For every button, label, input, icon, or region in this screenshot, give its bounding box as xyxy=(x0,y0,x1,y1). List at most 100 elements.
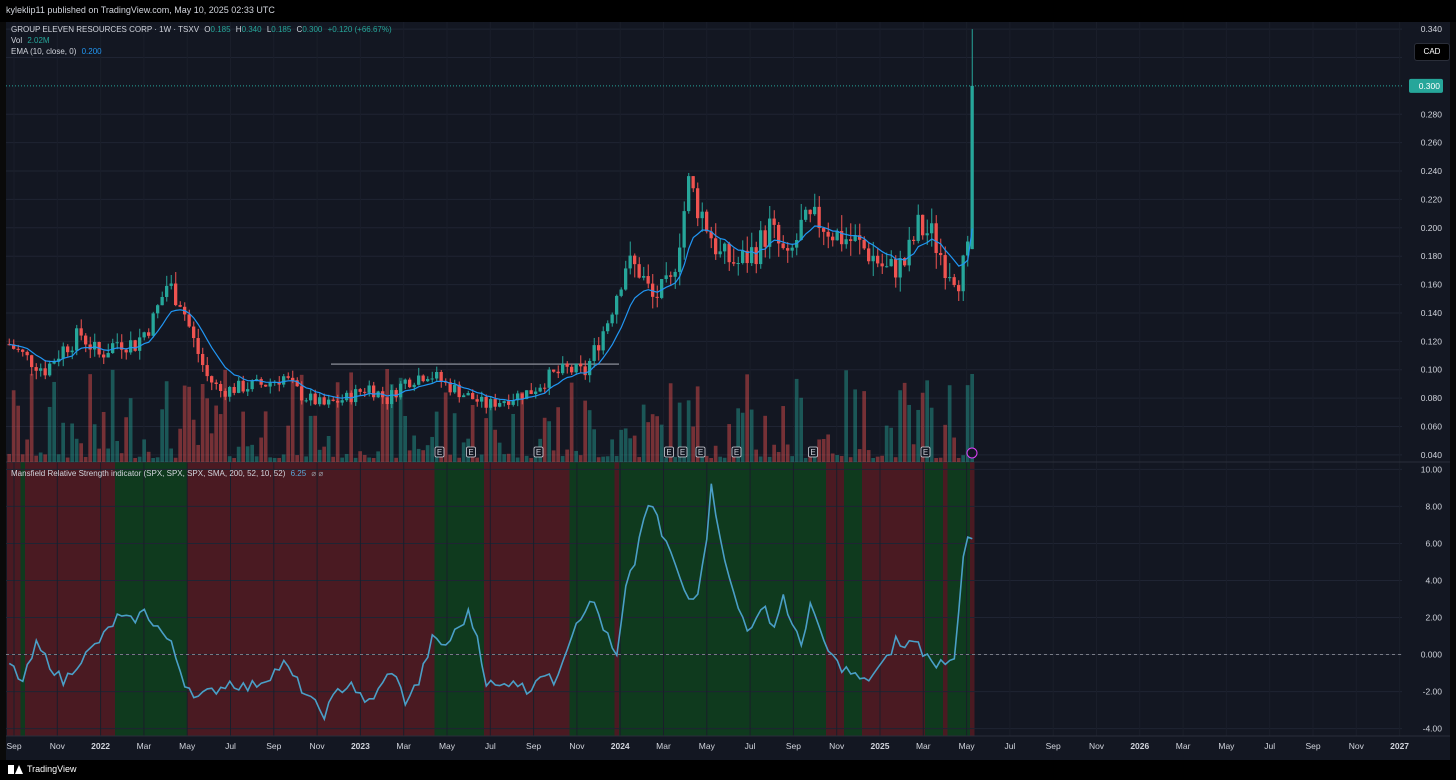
time-tick: Mar xyxy=(1176,741,1191,751)
volume-bar xyxy=(187,386,191,462)
volume-bar xyxy=(70,423,74,462)
volume-bar xyxy=(943,424,947,462)
candle xyxy=(507,401,511,405)
time-tick: Jul xyxy=(1004,741,1015,751)
earnings-marker xyxy=(695,446,706,458)
candle xyxy=(174,283,178,306)
volume-bar xyxy=(97,448,101,462)
candle xyxy=(691,176,695,189)
price-tick: 0.100 xyxy=(1421,365,1443,375)
time-tick: Jul xyxy=(1264,741,1275,751)
candle xyxy=(858,235,862,240)
candle xyxy=(660,279,664,298)
candle xyxy=(291,377,295,381)
volume-bar xyxy=(281,454,286,462)
candle xyxy=(367,385,371,393)
volume-bar xyxy=(511,413,515,462)
time-tick: May xyxy=(1218,741,1235,751)
volume-bar xyxy=(457,457,461,462)
volume-bar xyxy=(718,456,722,462)
candle xyxy=(574,363,578,373)
candle xyxy=(853,235,857,241)
candle xyxy=(219,384,223,391)
candle xyxy=(453,384,457,393)
volume-bar xyxy=(376,451,380,462)
candle xyxy=(552,369,556,372)
volume-bar xyxy=(637,457,641,462)
volume-bar xyxy=(902,382,907,462)
volume-bar xyxy=(173,457,178,462)
earnings-marker xyxy=(920,446,931,458)
time-tick: Jul xyxy=(745,741,756,751)
time-tick: Sep xyxy=(266,741,281,751)
candle xyxy=(565,363,569,367)
volume-bar xyxy=(470,404,475,462)
flash-marker-icon xyxy=(966,447,978,459)
mrs-band-14 xyxy=(925,462,943,736)
volume-bar xyxy=(515,457,520,462)
candle xyxy=(561,363,565,374)
chart-area[interactable]: EEEEEEEEE0.3400.3200.2800.2600.2400.2200… xyxy=(6,22,1450,760)
volume-bar xyxy=(898,390,902,462)
publish-info: kyleklip11 published on TradingView.com,… xyxy=(6,5,275,15)
volume-bar xyxy=(529,457,533,462)
time-tick: May xyxy=(179,741,196,751)
earnings-marker xyxy=(533,446,544,458)
candle xyxy=(12,344,16,349)
volume-bar xyxy=(160,409,164,462)
mrs-tick: 10.00 xyxy=(1421,464,1443,474)
candle xyxy=(813,206,817,215)
candle xyxy=(637,264,641,278)
volume-bar xyxy=(308,415,313,462)
volume-bar xyxy=(142,439,146,462)
volume-bar xyxy=(619,429,623,462)
volume-bar xyxy=(488,404,493,462)
change-value: +0.120 (+66.67%) xyxy=(327,25,392,34)
volume-bar xyxy=(682,457,686,462)
volume-bar xyxy=(61,422,65,462)
mrs-band-8 xyxy=(569,462,615,736)
candle xyxy=(7,344,11,346)
volume-bar xyxy=(758,456,763,462)
volume-bar xyxy=(250,444,254,462)
tradingview-logo[interactable]: TradingView xyxy=(8,764,77,774)
candle xyxy=(448,382,452,393)
candle xyxy=(214,382,218,385)
candle xyxy=(912,239,916,241)
earnings-marker xyxy=(677,446,688,458)
volume-bar xyxy=(524,455,529,462)
candle xyxy=(844,239,848,245)
candle xyxy=(894,258,898,278)
mrs-band-1 xyxy=(20,462,25,736)
candle xyxy=(412,384,416,388)
volume-bar xyxy=(128,398,133,462)
chart-canvas[interactable]: EEEEEEEEE0.3400.3200.2800.2600.2400.2200… xyxy=(6,22,1450,760)
open-label: O xyxy=(204,25,211,34)
volume-bar xyxy=(691,426,695,462)
volume-bar xyxy=(601,456,605,462)
volume-bar xyxy=(218,414,223,462)
candle xyxy=(156,305,160,314)
candle xyxy=(516,393,520,401)
volume-bar xyxy=(443,392,448,462)
currency-button[interactable]: CAD xyxy=(1414,43,1450,61)
volume-bar xyxy=(245,446,250,462)
mrs-band-2 xyxy=(25,462,115,736)
mrs-band-11 xyxy=(826,462,844,736)
volume-bar xyxy=(394,457,398,462)
volume-bar xyxy=(115,440,119,462)
volume-bar xyxy=(191,419,196,462)
price-tick: 0.120 xyxy=(1421,336,1443,346)
candle xyxy=(313,393,317,405)
candle xyxy=(138,337,142,351)
volume-bar xyxy=(799,397,803,462)
candle xyxy=(75,328,79,351)
volume-bar xyxy=(88,374,92,462)
candle xyxy=(466,393,470,396)
candle xyxy=(399,383,403,398)
candle xyxy=(124,349,128,353)
volume-bar xyxy=(322,446,326,462)
candle xyxy=(786,248,790,251)
volume-bar xyxy=(646,422,650,462)
